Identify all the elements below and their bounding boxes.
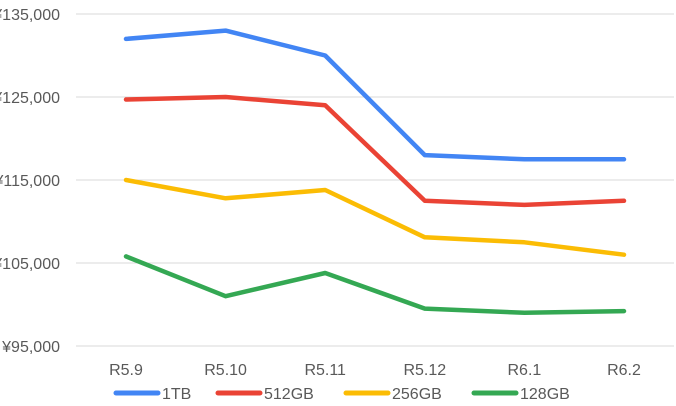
x-tick-label: R5.9: [109, 362, 143, 379]
x-tick-label: R6.2: [607, 362, 641, 379]
x-tick-label: R6.1: [508, 362, 542, 379]
y-axis-tick-labels: ¥95,000 ¥105,000 ¥115,000 ¥125,000 ¥135,000: [0, 7, 60, 356]
y-tick-label: ¥105,000: [0, 256, 60, 273]
gridlines: [76, 13, 674, 347]
y-tick-label: ¥125,000: [0, 90, 60, 107]
legend-label: 512GB: [264, 386, 314, 403]
series-line-512gb: [123, 94, 627, 208]
y-tick-label: ¥115,000: [0, 173, 60, 190]
series-line-256gb: [123, 177, 627, 257]
x-tick-label: R5.12: [403, 362, 446, 379]
series-lines: [123, 28, 627, 316]
series-line-128gb: [123, 254, 627, 316]
x-axis-tick-labels: R5.9 R5.10 R5.11 R5.12 R6.1 R6.2: [109, 362, 641, 379]
series-line-1tb: [123, 28, 627, 162]
x-tick-label: R5.11: [304, 362, 346, 379]
legend: 1TB 512GB 256GB 128GB: [113, 386, 570, 403]
legend-label: 1TB: [162, 386, 191, 403]
y-tick-label: ¥135,000: [0, 7, 60, 24]
legend-label: 128GB: [520, 386, 570, 403]
y-tick-label: ¥95,000: [1, 339, 60, 356]
legend-label: 256GB: [392, 386, 442, 403]
x-tick-label: R5.10: [204, 362, 247, 379]
